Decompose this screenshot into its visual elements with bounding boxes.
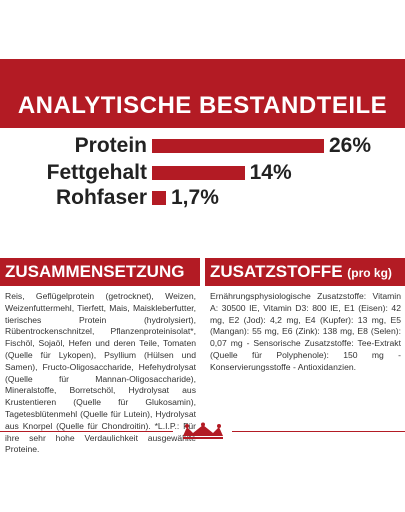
additives-section: ZUSATZSTOFFE (pro kg) Ernährungsphysiolo… [205,258,405,494]
nutrient-value: 14% [249,161,292,184]
nutrient-bar [152,166,245,180]
nutrient-bar [152,139,324,153]
nutrient-value: 26% [329,134,372,157]
nutrient-row-rohfaser: Rohfaser 1,7% [0,184,405,212]
nutrient-bar [152,191,166,205]
nutrient-label: Fettgehalt [46,161,147,184]
nutrient-row-fettgehalt: Fettgehalt 14% [0,159,405,187]
royal-canin-crown-icon [183,422,223,439]
header-banner [0,59,405,141]
composition-section: ZUSAMMENSETZUNG Reis, Geflügelprotein (g… [0,258,200,494]
footer-rule-right [232,431,405,432]
additives-heading-main: ZUSATZSTOFFE [210,262,343,281]
nutrient-value: 1,7% [171,186,219,209]
nutrient-label: Rohfaser [55,186,147,209]
page-title: ANALYTISCHE BESTANDTEILE [17,92,388,119]
footer-rule-left [0,431,173,432]
nutrient-label: Protein [74,134,147,157]
additives-heading: ZUSATZSTOFFE (pro kg) [205,258,405,286]
header-title-box: ANALYTISCHE BESTANDTEILE [0,76,405,136]
nutrient-row-protein: Protein 26% [0,132,405,160]
composition-text: Reis, Geflügelprotein (getrocknet), Weiz… [5,291,196,455]
composition-heading: ZUSAMMENSETZUNG [0,258,200,286]
additives-heading-unit: (pro kg) [347,266,392,280]
additives-text: Ernährungsphysiologische Zusatzstoffe: V… [210,291,401,372]
